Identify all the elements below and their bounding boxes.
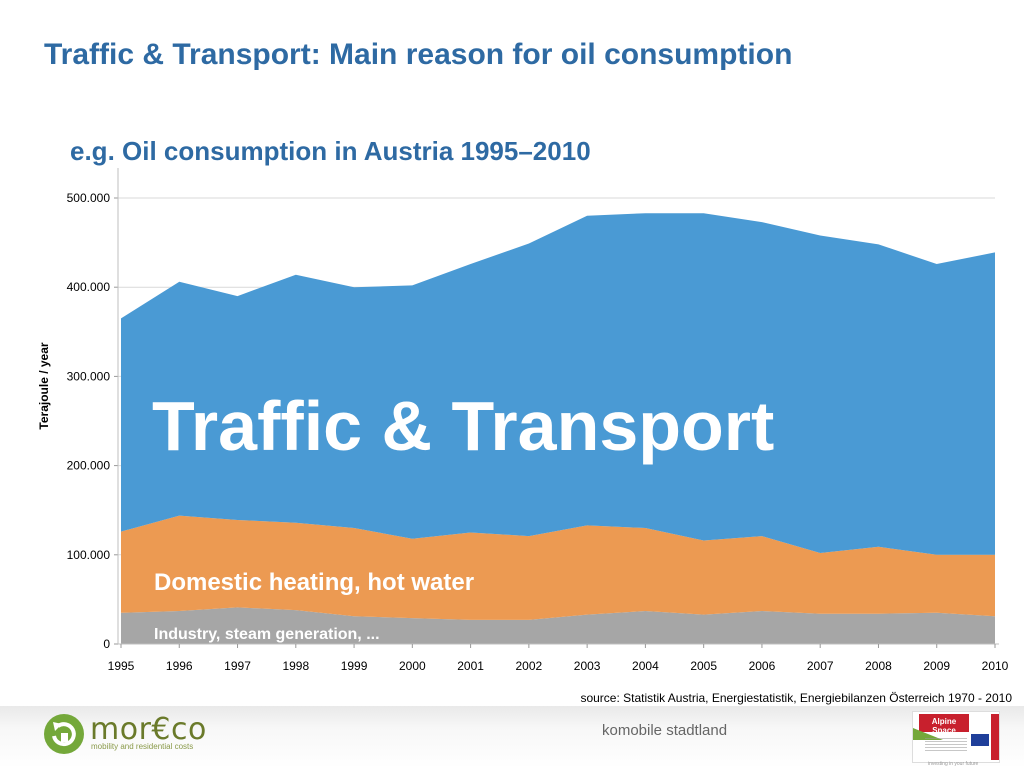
x-tick-label: 2007 (807, 659, 834, 673)
x-tick-label: 2010 (982, 659, 1009, 673)
x-tick-label: 2004 (632, 659, 659, 673)
alpine-space-swoosh (913, 728, 943, 740)
logo-tagline: mobility and residential costs (91, 742, 194, 751)
slide-title: Traffic & Transport: Main reason for oil… (44, 38, 793, 71)
y-tick-label: 0 (103, 637, 110, 651)
x-tick-label: 1999 (341, 659, 368, 673)
partner-tagline: investing in your future (928, 761, 979, 767)
y-tick-label: 500.000 (67, 191, 111, 205)
x-tick-label: 2006 (749, 659, 776, 673)
cooperation-bar (991, 714, 999, 760)
footer-band (0, 706, 1024, 768)
x-tick-label: 1997 (224, 659, 251, 673)
logo-wordmark: mor€co (90, 712, 207, 747)
series-label-3: Traffic & Transport (152, 387, 774, 465)
x-tick-label: 2005 (690, 659, 717, 673)
alpine-space-badge-text: Alpine Space (931, 717, 957, 735)
stacked-area-chart: 0 100.000 200.000 300.000 400.000 500.000 1995… (37, 168, 1009, 673)
y-tick-label: 300.000 (67, 369, 111, 383)
series-label-1: Industry, steam generation, ... (154, 626, 380, 643)
alpine-space-logo: Alpine Space (912, 711, 1000, 763)
eu-flag-icon (971, 734, 989, 746)
x-tick-label: 2009 (923, 659, 950, 673)
source-note: source: Statistik Austria, Energiestatis… (580, 691, 1012, 705)
x-tick-label: 1995 (108, 659, 135, 673)
footer-center-text: komobile stadtland (602, 722, 728, 739)
chart-areas (121, 213, 995, 644)
alpine-space-fineprint (925, 738, 967, 752)
x-tick-label: 2008 (865, 659, 892, 673)
x-tick-label: 2001 (457, 659, 484, 673)
series-label-2: Domestic heating, hot water (154, 569, 474, 596)
y-axis-title: Terajoule / year (37, 342, 51, 429)
x-tick-label: 1998 (282, 659, 309, 673)
x-tick-label: 2002 (516, 659, 543, 673)
moreco-logo-icon (44, 714, 84, 754)
x-tick-label: 1996 (166, 659, 193, 673)
y-tick-label: 100.000 (67, 548, 111, 562)
x-tick-label: 2003 (574, 659, 601, 673)
x-tick-label: 2000 (399, 659, 426, 673)
y-tick-label: 400.000 (67, 280, 111, 294)
chart-subtitle: e.g. Oil consumption in Austria 1995–201… (70, 136, 591, 166)
alpine-space-badge: Alpine Space (919, 714, 969, 735)
area-series-2 (121, 515, 995, 620)
area-series-1 (121, 607, 995, 644)
axes: 0 100.000 200.000 300.000 400.000 500.000 1995… (37, 168, 1009, 673)
area-series-3 (121, 213, 995, 555)
moreco-logo: mor€co mobility and residential costs (42, 712, 212, 760)
series-labels: Industry, steam generation, ... Domestic … (152, 387, 774, 643)
y-tick-label: 200.000 (67, 459, 111, 473)
